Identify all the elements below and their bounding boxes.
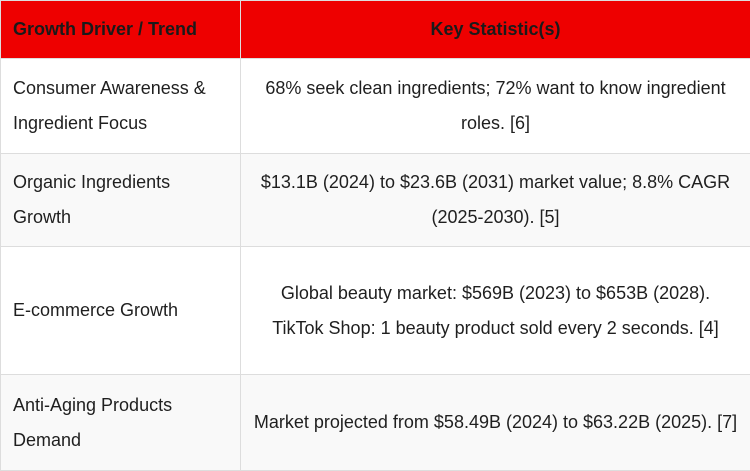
table-row: E-commerce Growth Global beauty market: … — [1, 247, 750, 375]
statistic-cell: $13.1B (2024) to $23.6B (2031) market va… — [241, 154, 750, 247]
driver-cell: Anti-Aging Products Demand — [1, 375, 241, 471]
table-row: Anti-Aging Products Demand Market projec… — [1, 375, 750, 471]
column-header-driver: Growth Driver / Trend — [1, 1, 241, 59]
column-header-statistics: Key Statistic(s) — [241, 1, 750, 59]
table-header-row: Growth Driver / Trend Key Statistic(s) — [1, 1, 750, 59]
table-row: Organic Ingredients Growth $13.1B (2024)… — [1, 154, 750, 247]
driver-cell: Organic Ingredients Growth — [1, 154, 241, 247]
statistic-cell: Market projected from $58.49B (2024) to … — [241, 375, 750, 471]
driver-cell: Consumer Awareness & Ingredient Focus — [1, 59, 241, 154]
statistic-cell: 68% seek clean ingredients; 72% want to … — [241, 59, 750, 154]
statistic-cell: Global beauty market: $569B (2023) to $6… — [241, 247, 750, 375]
table-row: Consumer Awareness & Ingredient Focus 68… — [1, 59, 750, 154]
driver-cell: E-commerce Growth — [1, 247, 241, 375]
